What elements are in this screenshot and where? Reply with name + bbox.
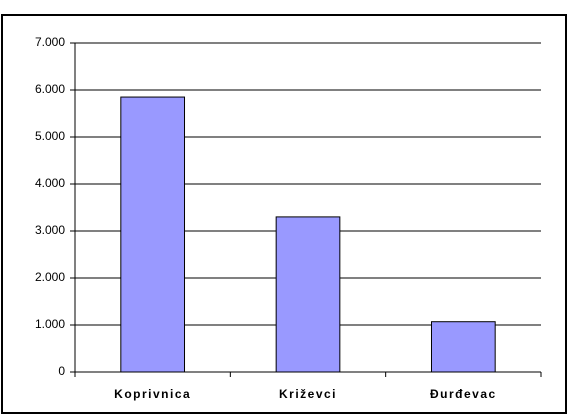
- x-tick-label: Križevci: [279, 387, 337, 401]
- y-tick-label: 3.000: [35, 223, 65, 237]
- y-tick-label: 4.000: [35, 176, 65, 190]
- y-tick-label: 6.000: [35, 82, 65, 96]
- y-tick-label: 2.000: [35, 270, 65, 284]
- bar: [430, 321, 496, 373]
- y-tick-label: 1.000: [35, 317, 65, 331]
- bar: [275, 216, 341, 373]
- y-tick-label: 5.000: [35, 129, 65, 143]
- y-tick-label: 0: [58, 364, 65, 378]
- bar: [120, 96, 186, 373]
- y-tick-label: 7.000: [35, 35, 65, 49]
- x-tick-label: Đurđevac: [430, 387, 497, 401]
- x-tick-label: Koprivnica: [114, 387, 191, 401]
